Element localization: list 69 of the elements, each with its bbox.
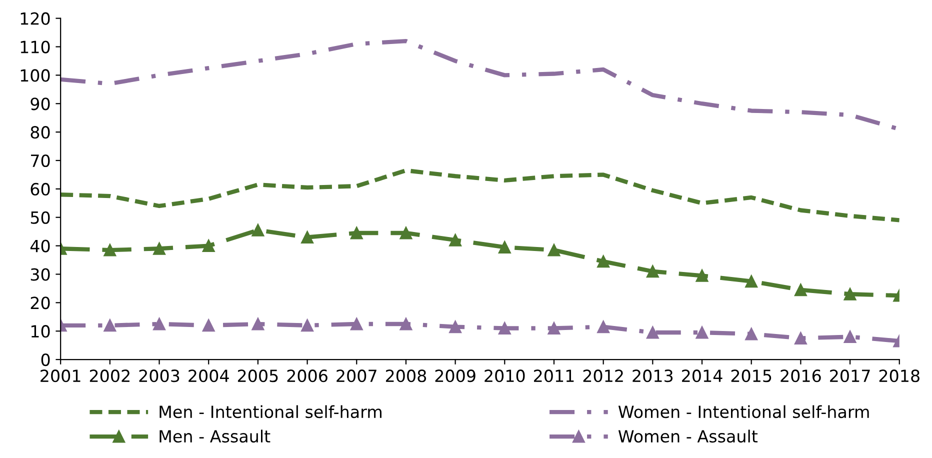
point <box>400 226 412 240</box>
point <box>548 322 560 335</box>
x-tick-label: 2017 <box>830 370 870 382</box>
point <box>301 319 314 332</box>
point <box>449 320 462 334</box>
x-tick-label: 2018 <box>879 370 920 382</box>
x-tick-label: 2003 <box>139 370 180 382</box>
x-tick-label: 2009 <box>435 370 476 382</box>
point <box>646 326 659 339</box>
y-tick-label: 120 <box>20 12 50 25</box>
y-tick-label: 10 <box>31 325 50 338</box>
x-tick-label: 2005 <box>238 370 278 382</box>
x-tick-label: 2016 <box>780 370 821 382</box>
x-tick-label: 2014 <box>682 370 722 382</box>
point <box>597 320 610 334</box>
line-series <box>60 168 900 222</box>
point <box>301 231 314 244</box>
legend-label: Men - Assault <box>160 430 270 443</box>
point <box>252 318 264 330</box>
y-tick-label: 20 <box>30 296 50 310</box>
x-tick-label: 2008 <box>386 370 426 382</box>
point <box>498 240 511 254</box>
y-tick-label: 40 <box>30 240 50 252</box>
x-tick-label: 2012 <box>583 370 623 382</box>
x-tick-label: 2015 <box>731 370 772 382</box>
point <box>350 226 363 240</box>
x-tick-label: 2002 <box>90 370 130 382</box>
line-series <box>60 38 900 132</box>
point <box>498 322 511 335</box>
y-tick-label: 70 <box>31 154 50 168</box>
point <box>104 244 116 256</box>
point <box>202 240 215 252</box>
point <box>350 318 363 330</box>
point <box>745 328 758 340</box>
legend-label: Women - Assault <box>618 430 758 443</box>
point <box>844 288 856 300</box>
x-tick-label: 2010 <box>484 370 525 382</box>
point <box>202 319 215 332</box>
point <box>153 242 166 255</box>
x-tick-label: 2006 <box>287 370 328 382</box>
point <box>597 255 610 268</box>
legend-label: Women - Intentional self-harm <box>618 405 869 418</box>
y-tick-label: 30 <box>30 268 50 281</box>
x-tick-label: 2011 <box>534 370 574 382</box>
point <box>400 318 412 330</box>
point <box>794 332 807 344</box>
point <box>745 275 758 288</box>
legend-label: Men - Intentional self-harm <box>160 405 382 418</box>
x-tick-label: 2013 <box>632 370 673 382</box>
y-tick-label: 110 <box>20 40 50 54</box>
y-tick-label: 60 <box>30 182 50 196</box>
point <box>252 224 264 236</box>
y-tick-label: 100 <box>20 69 50 82</box>
point <box>646 265 659 278</box>
point <box>153 318 166 330</box>
point <box>548 244 560 256</box>
point <box>696 326 708 339</box>
x-tick-label: 2001 <box>40 370 80 382</box>
x-tick-label: 2004 <box>188 370 229 382</box>
point <box>696 269 708 282</box>
point <box>844 330 856 344</box>
y-tick-label: 90 <box>30 98 50 110</box>
point <box>794 284 807 296</box>
x-tick-label: 2007 <box>336 370 376 382</box>
point <box>449 234 462 246</box>
y-tick-label: 80 <box>30 126 50 139</box>
y-tick-label: 50 <box>30 211 50 224</box>
point <box>104 319 116 332</box>
y-tick-label: 0 <box>41 353 50 366</box>
